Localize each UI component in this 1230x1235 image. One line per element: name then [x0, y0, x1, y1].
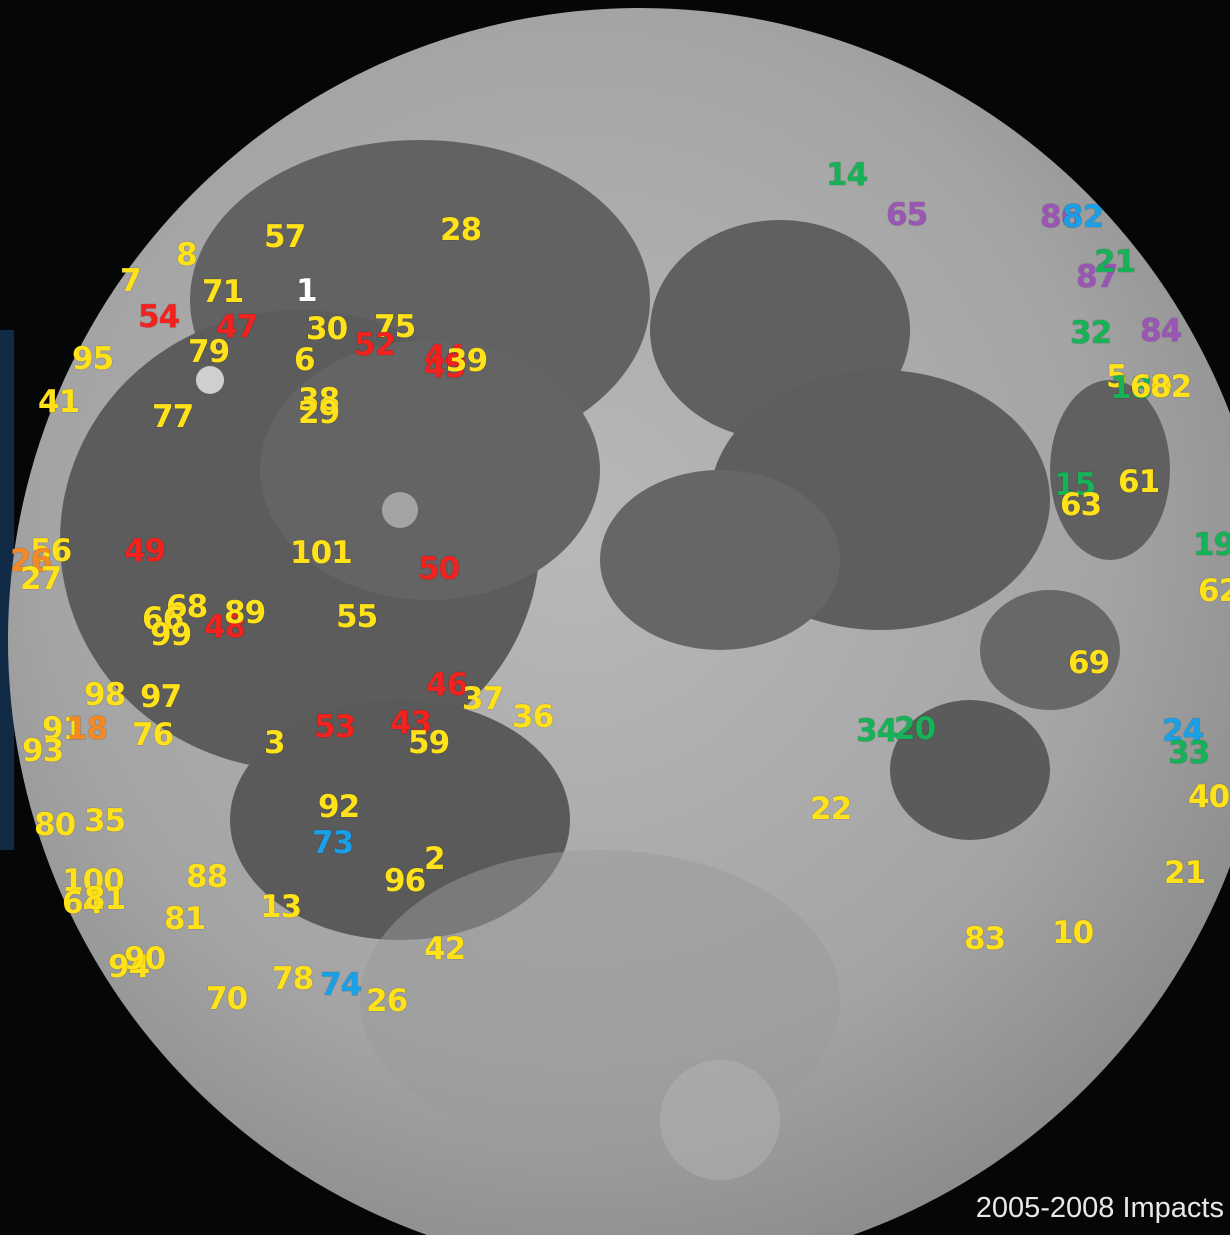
impact-label: 48 — [204, 609, 246, 645]
impact-label: 21 — [1164, 855, 1206, 891]
impact-label: 18 — [66, 711, 108, 747]
impact-label: 55 — [336, 599, 378, 635]
impact-label: 22 — [810, 791, 852, 827]
impact-label: 70 — [206, 981, 248, 1017]
impact-label: 54 — [138, 299, 180, 335]
impact-label: 84 — [1140, 313, 1182, 349]
impact-label: 101 — [290, 535, 353, 571]
impact-label: 7 — [120, 263, 142, 299]
impact-label: 2 — [424, 841, 446, 877]
impact-label: 36 — [512, 699, 554, 735]
impact-label: 18 — [1110, 370, 1152, 406]
impact-label: 78 — [272, 961, 314, 997]
impact-label: 24 — [1162, 713, 1204, 749]
impact-label: 29 — [298, 395, 340, 431]
impact-label: 94 — [108, 949, 150, 985]
impact-label: 41 — [38, 384, 80, 420]
impact-label: 100 — [62, 863, 125, 899]
impact-label: 81 — [84, 881, 126, 917]
impact-label: 13 — [260, 889, 302, 925]
impact-label: 91 — [42, 711, 84, 747]
impact-label: 27 — [20, 561, 62, 597]
impact-label: 49 — [124, 533, 166, 569]
impact-label: 42 — [424, 931, 466, 967]
impact-label: 14 — [826, 157, 868, 193]
maria — [60, 140, 1170, 1180]
impact-label: 62 — [1198, 573, 1230, 609]
impact-label: 35 — [84, 803, 126, 839]
impact-label: 50 — [418, 551, 460, 587]
impact-label: 71 — [202, 274, 244, 310]
caption: 2005-2008 Impacts — [975, 1192, 1224, 1224]
impact-label: 8 — [176, 237, 198, 273]
impact-label: 33 — [1168, 735, 1210, 771]
impact-label: 40 — [1188, 779, 1230, 815]
impact-label: 80 — [34, 807, 76, 843]
impact-label: 19 — [1193, 527, 1230, 563]
impact-label: 74 — [320, 967, 362, 1003]
impact-label: 82 — [1150, 369, 1192, 405]
impact-label: 43 — [390, 705, 432, 741]
impact-label: 93 — [22, 733, 64, 769]
impact-label: 90 — [124, 941, 166, 977]
impact-label: 69 — [1068, 645, 1110, 681]
impact-label: 21 — [1094, 244, 1136, 280]
impact-label: 61 — [1118, 464, 1160, 500]
impact-label: 96 — [384, 863, 426, 899]
impact-label: 89 — [224, 595, 266, 631]
impact-label: 64 — [62, 885, 104, 921]
impact-label: 28 — [440, 212, 482, 248]
impact-label: 82 — [1062, 199, 1104, 235]
impact-label: 66 — [142, 601, 184, 637]
impact-label: 20 — [894, 711, 936, 747]
impact-label: 32 — [1070, 315, 1112, 351]
impact-label: 6 — [294, 342, 316, 378]
impact-label: 68 — [166, 589, 208, 625]
impact-label: 86 — [1040, 199, 1082, 235]
impact-label: 75 — [374, 309, 416, 345]
impact-label: 1 — [296, 273, 318, 309]
impact-label: 56 — [30, 533, 72, 569]
impact-label: 52 — [354, 327, 396, 363]
impact-label: 79 — [188, 334, 230, 370]
impact-label: 83 — [964, 921, 1006, 957]
impact-label: 92 — [318, 789, 360, 825]
impact-label: 53 — [314, 709, 356, 745]
impact-label: 30 — [306, 311, 348, 347]
impact-label: 77 — [152, 399, 194, 435]
impact-label: 65 — [886, 197, 928, 233]
impact-label: 73 — [312, 825, 354, 861]
impact-label: 3 — [264, 725, 286, 761]
impact-label: 46 — [426, 667, 468, 703]
impact-label: 37 — [462, 681, 504, 717]
impact-label: 39 — [446, 343, 488, 379]
impact-label: 81 — [164, 901, 206, 937]
impact-label: 87 — [1076, 259, 1118, 295]
impact-label: 97 — [140, 679, 182, 715]
impact-label: 26 — [10, 543, 52, 579]
impact-label: 47 — [216, 309, 258, 345]
impact-label: 44 — [424, 339, 466, 375]
impact-label: 99 — [150, 617, 192, 653]
impact-label: 26 — [366, 983, 408, 1019]
impact-label: 76 — [132, 717, 174, 753]
impact-label: 10 — [1052, 915, 1094, 951]
impact-label: 95 — [72, 341, 114, 377]
impact-label: 45 — [424, 349, 466, 385]
impact-label: 15 — [1054, 467, 1096, 503]
impact-label: 59 — [408, 725, 450, 761]
impact-label: 38 — [298, 382, 340, 418]
impact-label: 60 — [1130, 369, 1172, 405]
impact-label: 5 — [1106, 359, 1128, 395]
impact-label: 57 — [264, 219, 306, 255]
impact-label: 88 — [186, 859, 228, 895]
impact-label: 63 — [1060, 487, 1102, 523]
impact-label: 34 — [856, 713, 898, 749]
impact-label: 98 — [84, 677, 126, 713]
